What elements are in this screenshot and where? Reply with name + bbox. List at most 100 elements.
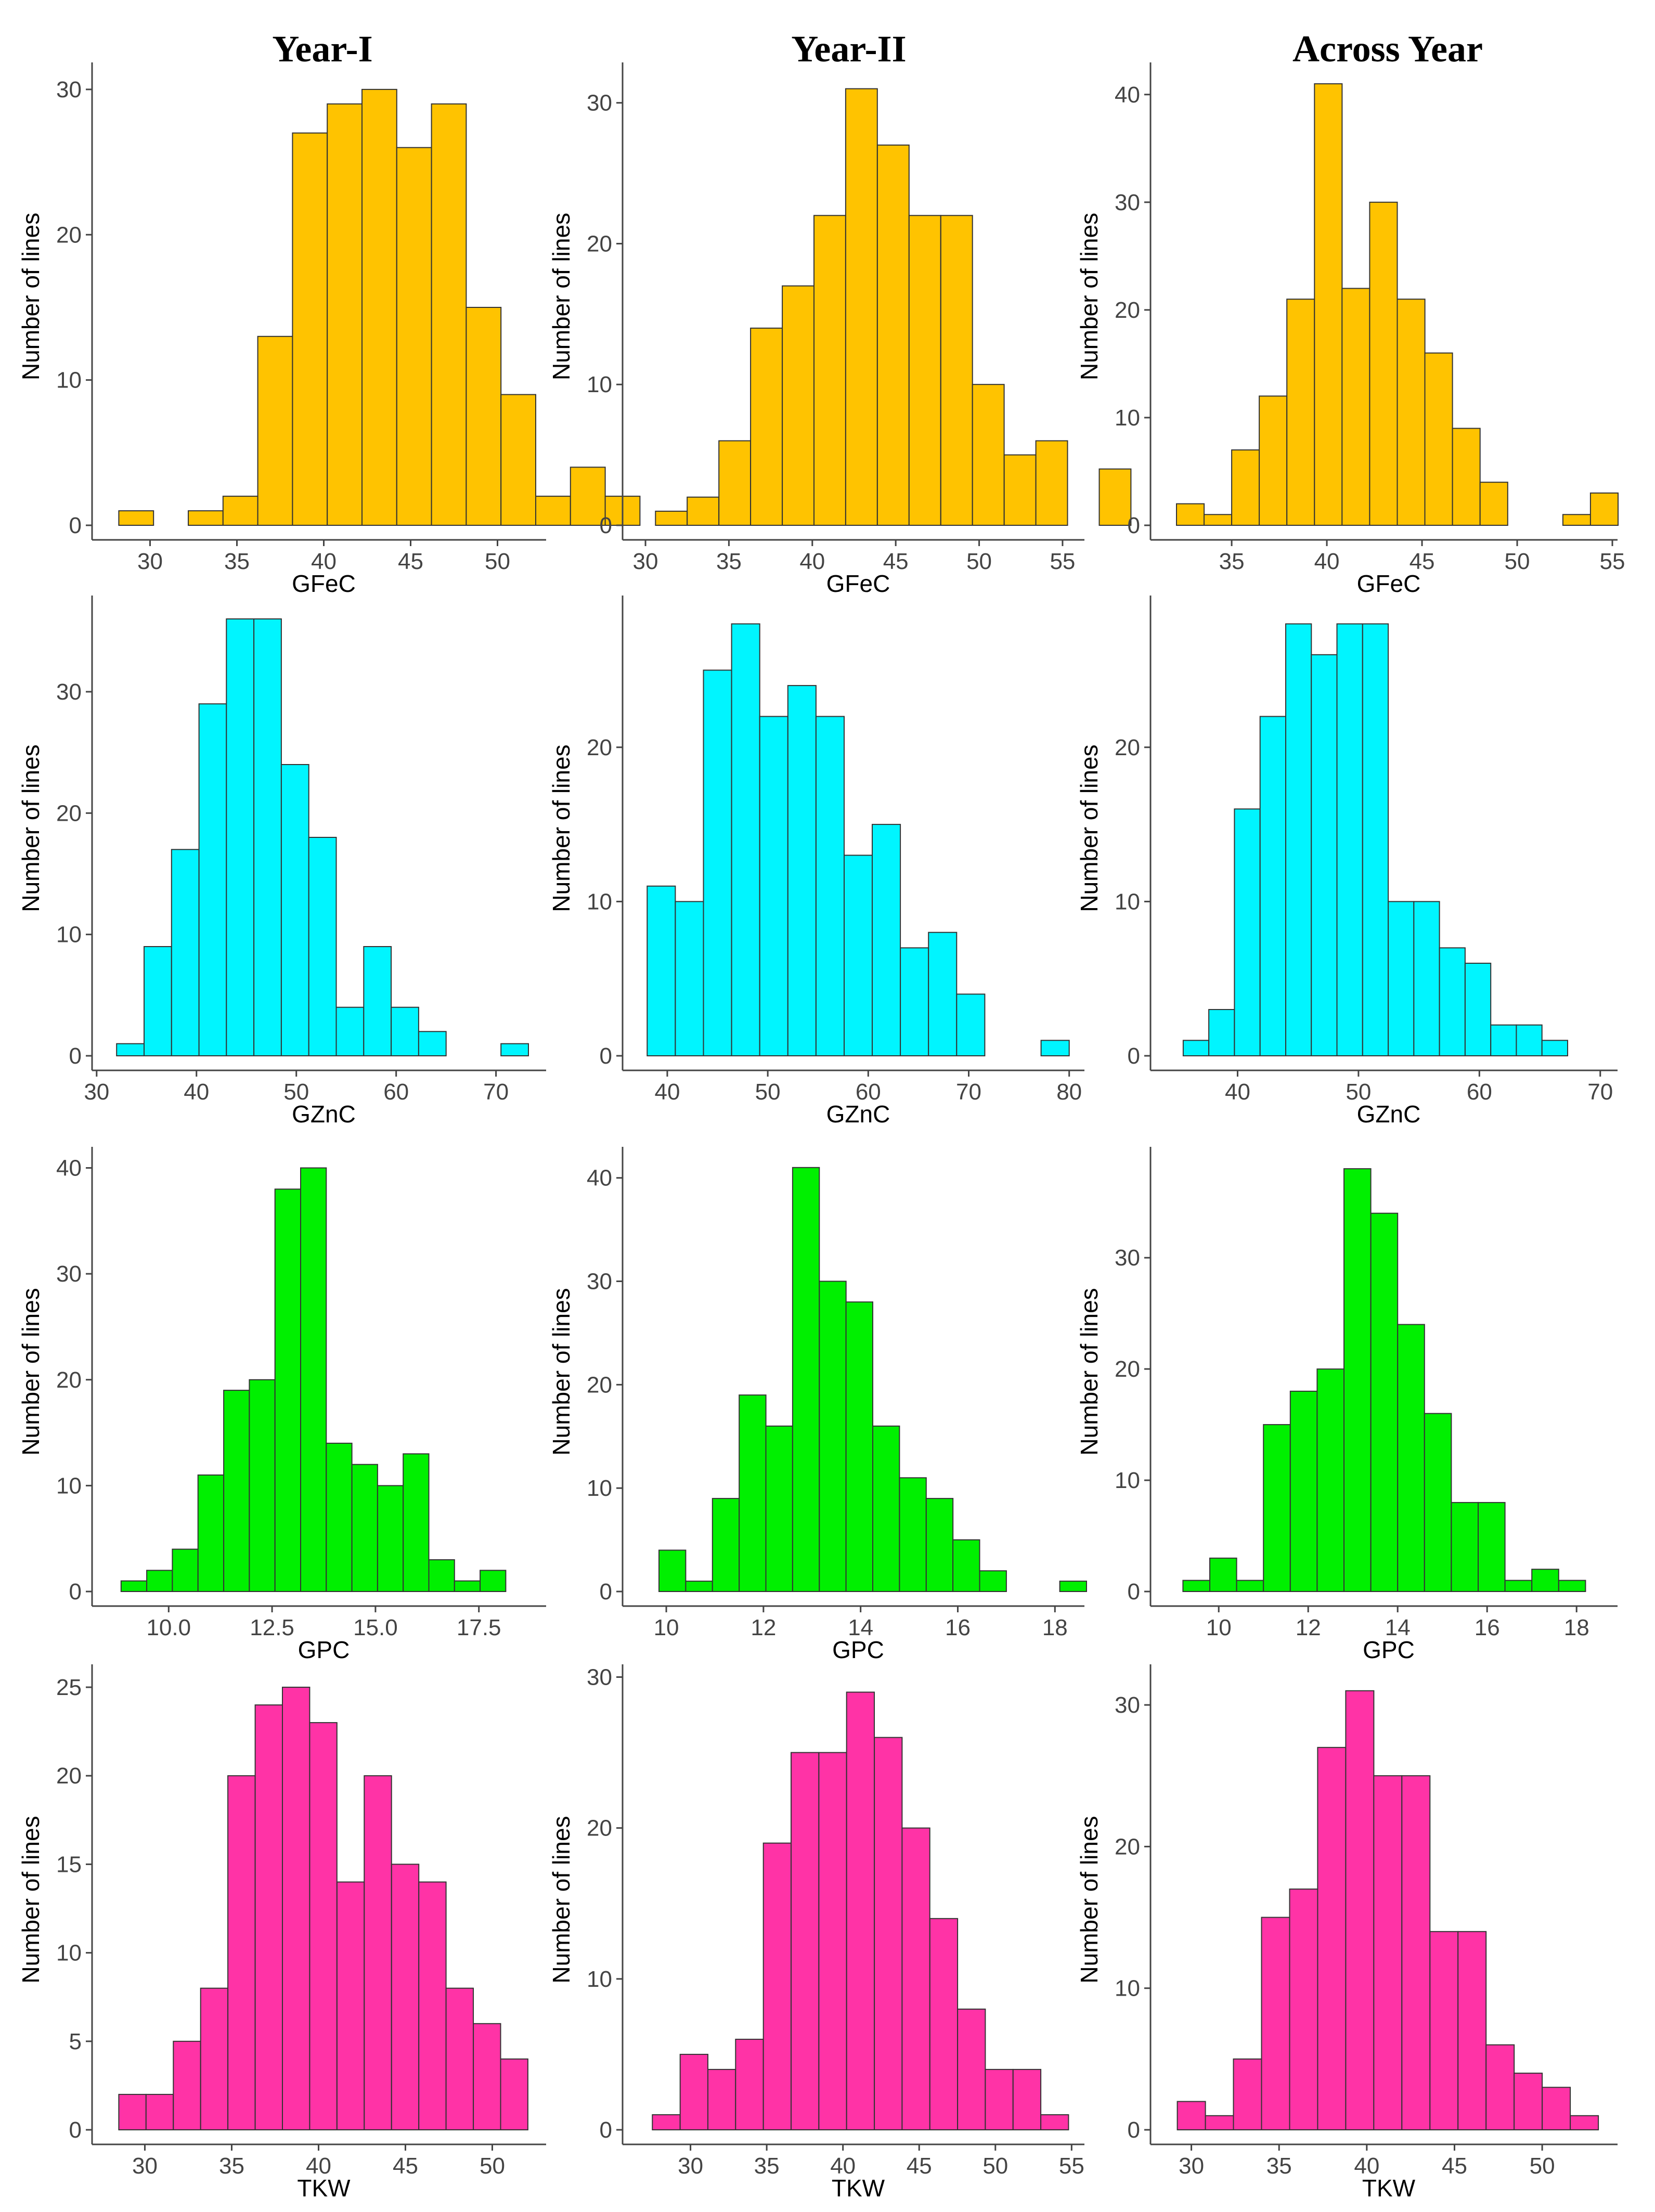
bar xyxy=(1035,440,1068,526)
y-axis-title: Number of lines xyxy=(17,1816,44,1983)
x-tick-label: 16 xyxy=(945,1615,971,1640)
x-axis-title: GFeC xyxy=(292,570,356,597)
y-axis-title: Number of lines xyxy=(17,1288,44,1455)
bar xyxy=(1336,623,1363,1056)
bar xyxy=(445,1987,474,2130)
bar xyxy=(351,1464,378,1592)
x-tick-label: 35 xyxy=(754,2153,780,2179)
histogram-tkw-across-year: 30 35 40 45 50 0 10 20 30 TKW Number of lines xyxy=(1076,1664,1618,2202)
x-axis-title: GZnC xyxy=(826,1101,890,1128)
bar xyxy=(431,103,467,526)
bar xyxy=(1479,482,1508,526)
bar xyxy=(222,496,258,526)
y-tick-label: 30 xyxy=(587,90,612,116)
bar xyxy=(876,144,910,526)
bar xyxy=(146,1570,173,1593)
x-tick-label: 35 xyxy=(1266,2153,1292,2179)
x-tick-label: 80 xyxy=(1056,1079,1082,1105)
bar xyxy=(396,147,432,526)
bar xyxy=(750,327,783,526)
bar xyxy=(1345,1690,1375,2131)
bar xyxy=(391,1006,419,1056)
bar xyxy=(759,716,788,1056)
bar xyxy=(762,1842,792,2130)
histogram-tkw-year-ii: 30 35 40 45 50 55 0 10 20 30 TKW Number of lines xyxy=(548,1664,1084,2202)
x-tick-label: 45 xyxy=(1410,549,1435,574)
bar xyxy=(197,1474,225,1592)
y-tick-label: 20 xyxy=(1115,297,1140,323)
x-tick-label: 40 xyxy=(1225,1079,1250,1105)
y-tick-label: 0 xyxy=(1128,1579,1140,1605)
bar xyxy=(500,394,537,526)
bar xyxy=(1259,395,1288,526)
x-tick-label: 30 xyxy=(132,2153,158,2179)
x-tick-label: 70 xyxy=(483,1079,509,1105)
y-tick-label: 25 xyxy=(56,1675,82,1700)
bar xyxy=(253,618,282,1056)
bar xyxy=(685,1581,713,1593)
y-tick-label: 20 xyxy=(56,800,82,826)
y-tick-label: 10 xyxy=(587,372,612,397)
bar xyxy=(428,1559,455,1592)
bar xyxy=(1285,623,1312,1056)
x-tick-label: 17.5 xyxy=(457,1615,501,1640)
bar xyxy=(118,510,154,526)
bar xyxy=(118,2093,147,2130)
x-tick-label: 45 xyxy=(1442,2153,1467,2179)
y-tick-label: 30 xyxy=(587,1269,612,1295)
bar xyxy=(718,440,752,526)
bar xyxy=(144,946,172,1056)
bar xyxy=(418,1881,447,2130)
bar xyxy=(1098,468,1132,526)
x-tick-label: 10 xyxy=(1206,1615,1232,1640)
bar xyxy=(900,947,929,1057)
bar xyxy=(872,824,901,1056)
column-title-year-i: Year-I xyxy=(272,28,372,70)
y-tick-label: 0 xyxy=(1128,513,1140,538)
bar xyxy=(171,849,200,1057)
x-tick-label: 40 xyxy=(311,549,337,574)
bar xyxy=(1542,2087,1571,2131)
y-tick-label: 10 xyxy=(1115,889,1140,914)
bar xyxy=(782,285,814,526)
bar xyxy=(1208,1009,1235,1056)
y-tick-label: 15 xyxy=(56,1852,82,1877)
x-tick-label: 45 xyxy=(393,2153,418,2179)
bar xyxy=(1514,2073,1543,2131)
x-tick-label: 10 xyxy=(654,1615,679,1640)
x-tick-label: 15.0 xyxy=(353,1615,398,1640)
bar xyxy=(739,1394,767,1592)
bar xyxy=(1289,1390,1318,1592)
x-tick-label: 30 xyxy=(1179,2153,1204,2179)
bar xyxy=(173,2040,201,2131)
y-axis-title: Number of lines xyxy=(1076,1288,1103,1455)
x-tick-label: 14 xyxy=(848,1615,873,1640)
bar xyxy=(1424,352,1453,526)
y-tick-label: 20 xyxy=(587,1816,612,1841)
bar xyxy=(280,764,309,1056)
x-axis-title: GPC xyxy=(832,1636,884,1663)
bar xyxy=(872,1425,900,1592)
bar xyxy=(1397,1324,1425,1593)
x-tick-label: 40 xyxy=(799,549,825,574)
x-axis-title: GFeC xyxy=(826,570,890,597)
bar xyxy=(361,88,397,526)
bar xyxy=(326,1442,353,1592)
bar xyxy=(901,1827,930,2130)
y-tick-label: 0 xyxy=(600,1579,612,1605)
bar xyxy=(327,103,363,526)
bar xyxy=(647,885,676,1056)
bar xyxy=(1373,1775,1403,2130)
bar xyxy=(735,2038,764,2130)
y-tick-label: 30 xyxy=(56,679,82,705)
bar xyxy=(1040,2114,1069,2130)
bar xyxy=(1311,654,1338,1057)
bar xyxy=(1233,2058,1262,2131)
bar xyxy=(309,1722,338,2131)
bar xyxy=(925,1498,954,1593)
bar xyxy=(1289,1888,1318,2131)
x-tick-label: 50 xyxy=(966,549,992,574)
y-tick-label: 0 xyxy=(69,1579,82,1605)
x-axis-title: GZnC xyxy=(1357,1101,1421,1128)
